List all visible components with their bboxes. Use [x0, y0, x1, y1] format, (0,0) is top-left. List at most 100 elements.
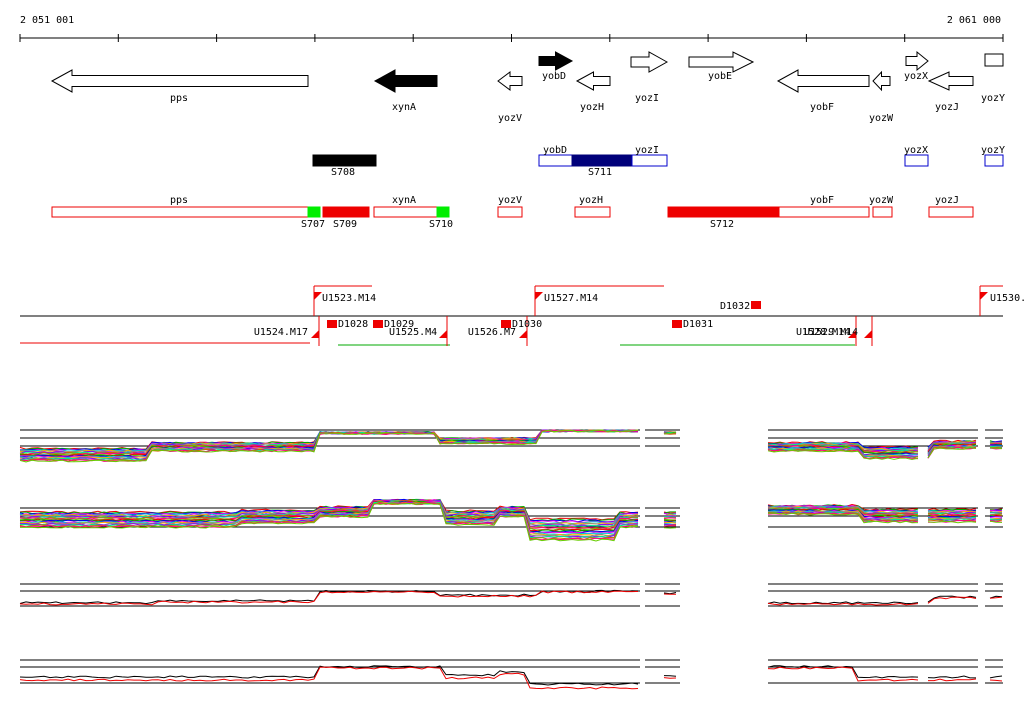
expression-trace — [19, 498, 639, 524]
segment — [778, 206, 870, 218]
expression-trace — [663, 525, 677, 527]
gene-arrow — [984, 53, 1004, 67]
gene-arrow — [373, 69, 438, 93]
expression-trace — [19, 500, 638, 529]
expression-trace — [663, 516, 677, 518]
expression-trace — [989, 520, 1003, 523]
probe-flag — [864, 330, 872, 338]
expression-trace — [767, 602, 919, 606]
gene-label: yozI — [635, 93, 659, 104]
transcript — [904, 154, 929, 167]
gene-arrow — [575, 71, 611, 91]
end-coordinate: 2 061 000 — [947, 15, 1001, 26]
expression-trace — [989, 595, 1003, 599]
probe-label: U1526.M7 — [468, 327, 516, 338]
expression-trace — [927, 510, 977, 514]
gene-arrow — [688, 51, 755, 73]
probe-box — [751, 301, 761, 309]
gene-arrow — [872, 70, 891, 92]
transcript-label: yozX — [904, 145, 928, 156]
expression-trace — [19, 501, 639, 540]
segment — [872, 206, 893, 218]
expression-trace — [990, 446, 1003, 449]
expression-trace — [989, 596, 1003, 599]
expression-trace — [663, 515, 677, 517]
segment-label: xynA — [392, 195, 416, 206]
probe-label: U1528.M14 — [796, 327, 850, 338]
expression-trace — [989, 675, 1003, 679]
probe-label: U1525.M4 — [389, 327, 437, 338]
gene-label: yobE — [708, 71, 732, 82]
gene-label: xynA — [392, 102, 416, 113]
segment — [574, 206, 611, 218]
segment-label: yozH — [579, 195, 603, 206]
segment-label: S707 — [301, 219, 325, 230]
expression-trace — [989, 447, 1003, 450]
probe-flag — [980, 292, 988, 300]
transcript-label: S711 — [588, 167, 612, 178]
gene-label: yobF — [810, 102, 834, 113]
expression-trace — [19, 429, 639, 463]
expression-trace — [767, 506, 919, 515]
expression-trace — [19, 666, 639, 690]
expression-trace — [767, 666, 919, 682]
expression-trace — [927, 447, 977, 459]
expression-trace — [663, 521, 677, 525]
segment-label: yozV — [498, 195, 522, 206]
segment — [928, 206, 974, 218]
expression-trace — [19, 590, 639, 606]
expression-trace — [20, 502, 639, 542]
probe-flag — [519, 330, 527, 338]
segment-label: pps — [170, 195, 188, 206]
probe-label: U1530. — [990, 293, 1024, 304]
gene-arrow — [50, 69, 309, 93]
probe-box — [501, 320, 511, 328]
segment-label: yozW — [869, 195, 894, 206]
expression-trace — [927, 675, 976, 679]
probe-box — [327, 320, 337, 328]
gene-label: yozV — [498, 113, 522, 124]
probe-label: U1524.M17 — [254, 327, 308, 338]
expression-trace — [767, 601, 919, 605]
transcript — [538, 154, 573, 167]
expression-trace — [989, 444, 1003, 446]
probe-label: D1032 — [720, 301, 750, 312]
gene-arrow — [538, 51, 574, 71]
expression-trace — [767, 441, 919, 449]
probe-flag — [314, 292, 322, 300]
expression-trace — [663, 511, 676, 514]
gene-label: yozJ — [935, 102, 959, 113]
expression-trace — [19, 499, 638, 527]
expression-trace — [767, 505, 919, 513]
segment — [373, 206, 438, 218]
transcript-label: yozY — [981, 145, 1005, 156]
transcript — [631, 154, 668, 167]
expression-trace — [19, 429, 639, 460]
segment-label: S710 — [429, 219, 453, 230]
segment — [436, 206, 450, 218]
expression-trace — [663, 432, 677, 435]
transcript-label: yobD — [543, 145, 567, 156]
gene-label: yozX — [904, 71, 928, 82]
gene-arrow — [927, 71, 974, 91]
gene-arrow — [630, 51, 669, 73]
segment — [307, 206, 321, 218]
expression-trace — [927, 516, 977, 519]
probe-box — [672, 320, 682, 328]
segment-label: S709 — [333, 219, 357, 230]
expression-trace — [767, 512, 919, 524]
expression-trace — [663, 675, 677, 677]
segment-label: yobF — [810, 195, 834, 206]
expression-trace — [927, 510, 977, 513]
probe-label: D1029 — [384, 319, 414, 330]
expression-trace — [663, 521, 677, 524]
expression-trace — [927, 515, 977, 518]
transcript-label: S708 — [331, 167, 355, 178]
gene-arrow — [776, 69, 870, 93]
probe-flag — [311, 330, 319, 338]
gene-arrow — [905, 50, 929, 72]
transcript — [984, 154, 1004, 167]
segment — [322, 206, 370, 218]
expression-trace — [767, 504, 919, 512]
segment-label: yozJ — [935, 195, 959, 206]
